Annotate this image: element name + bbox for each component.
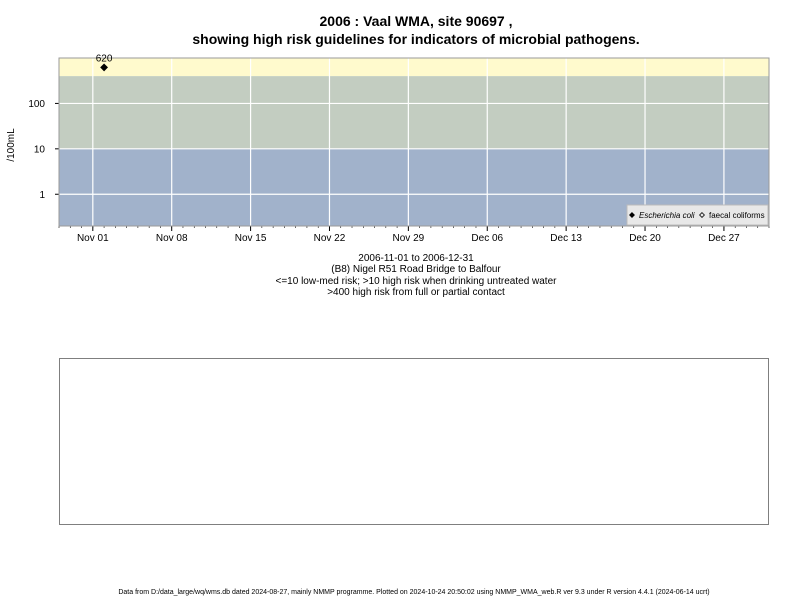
risk-band-1	[59, 76, 769, 149]
data-label: 620	[96, 53, 113, 64]
site-name-caption: (B8) Nigel R51 Road Bridge to Balfour	[331, 264, 501, 275]
x-tick-label: Nov 01	[77, 233, 109, 244]
y-tick-label: 100	[28, 99, 45, 110]
plot-frame	[58, 57, 770, 227]
x-tick-label: Dec 20	[629, 233, 661, 244]
legend-box	[626, 204, 769, 226]
empty-secondary-panel	[59, 358, 769, 525]
data-point	[100, 63, 108, 72]
plot-panel: 1 10 100 Nov 01 Nov 08 Nov 15 Nov 22 Nov 29 Dec …	[28, 53, 770, 244]
legend-label: Escherichia coli	[639, 211, 695, 220]
y-tick-label: 10	[34, 144, 46, 155]
legend-label: faecal coliforms	[709, 211, 765, 220]
x-tick-label: Dec 13	[550, 233, 582, 244]
legend-marker	[629, 212, 635, 218]
risk-note-2: >400 high risk from full or partial cont…	[327, 287, 505, 298]
chart-title: 2006 : Vaal WMA, site 90697 ,	[319, 13, 513, 29]
x-tick-label: Nov 15	[235, 233, 267, 244]
risk-note-1: <=10 low-med risk; >10 high risk when dr…	[275, 276, 557, 287]
legend-marker	[699, 212, 705, 218]
y-tick-label: 1	[39, 190, 45, 201]
footer-note: Data from D:/data_large/wq/wms.db dated …	[118, 589, 710, 596]
risk-band-2	[59, 58, 769, 77]
date-range-caption: 2006-11-01 to 2006-12-31	[358, 253, 474, 264]
x-tick-label: Nov 22	[314, 233, 346, 244]
x-tick-label: Nov 29	[393, 233, 425, 244]
x-tick-label: Dec 06	[471, 233, 503, 244]
x-tick-label: Dec 27	[708, 233, 740, 244]
y-axis-label: /100mL	[6, 128, 17, 162]
x-tick-label: Nov 08	[156, 233, 188, 244]
chart-subtitle: showing high risk guidelines for indicat…	[192, 31, 640, 47]
